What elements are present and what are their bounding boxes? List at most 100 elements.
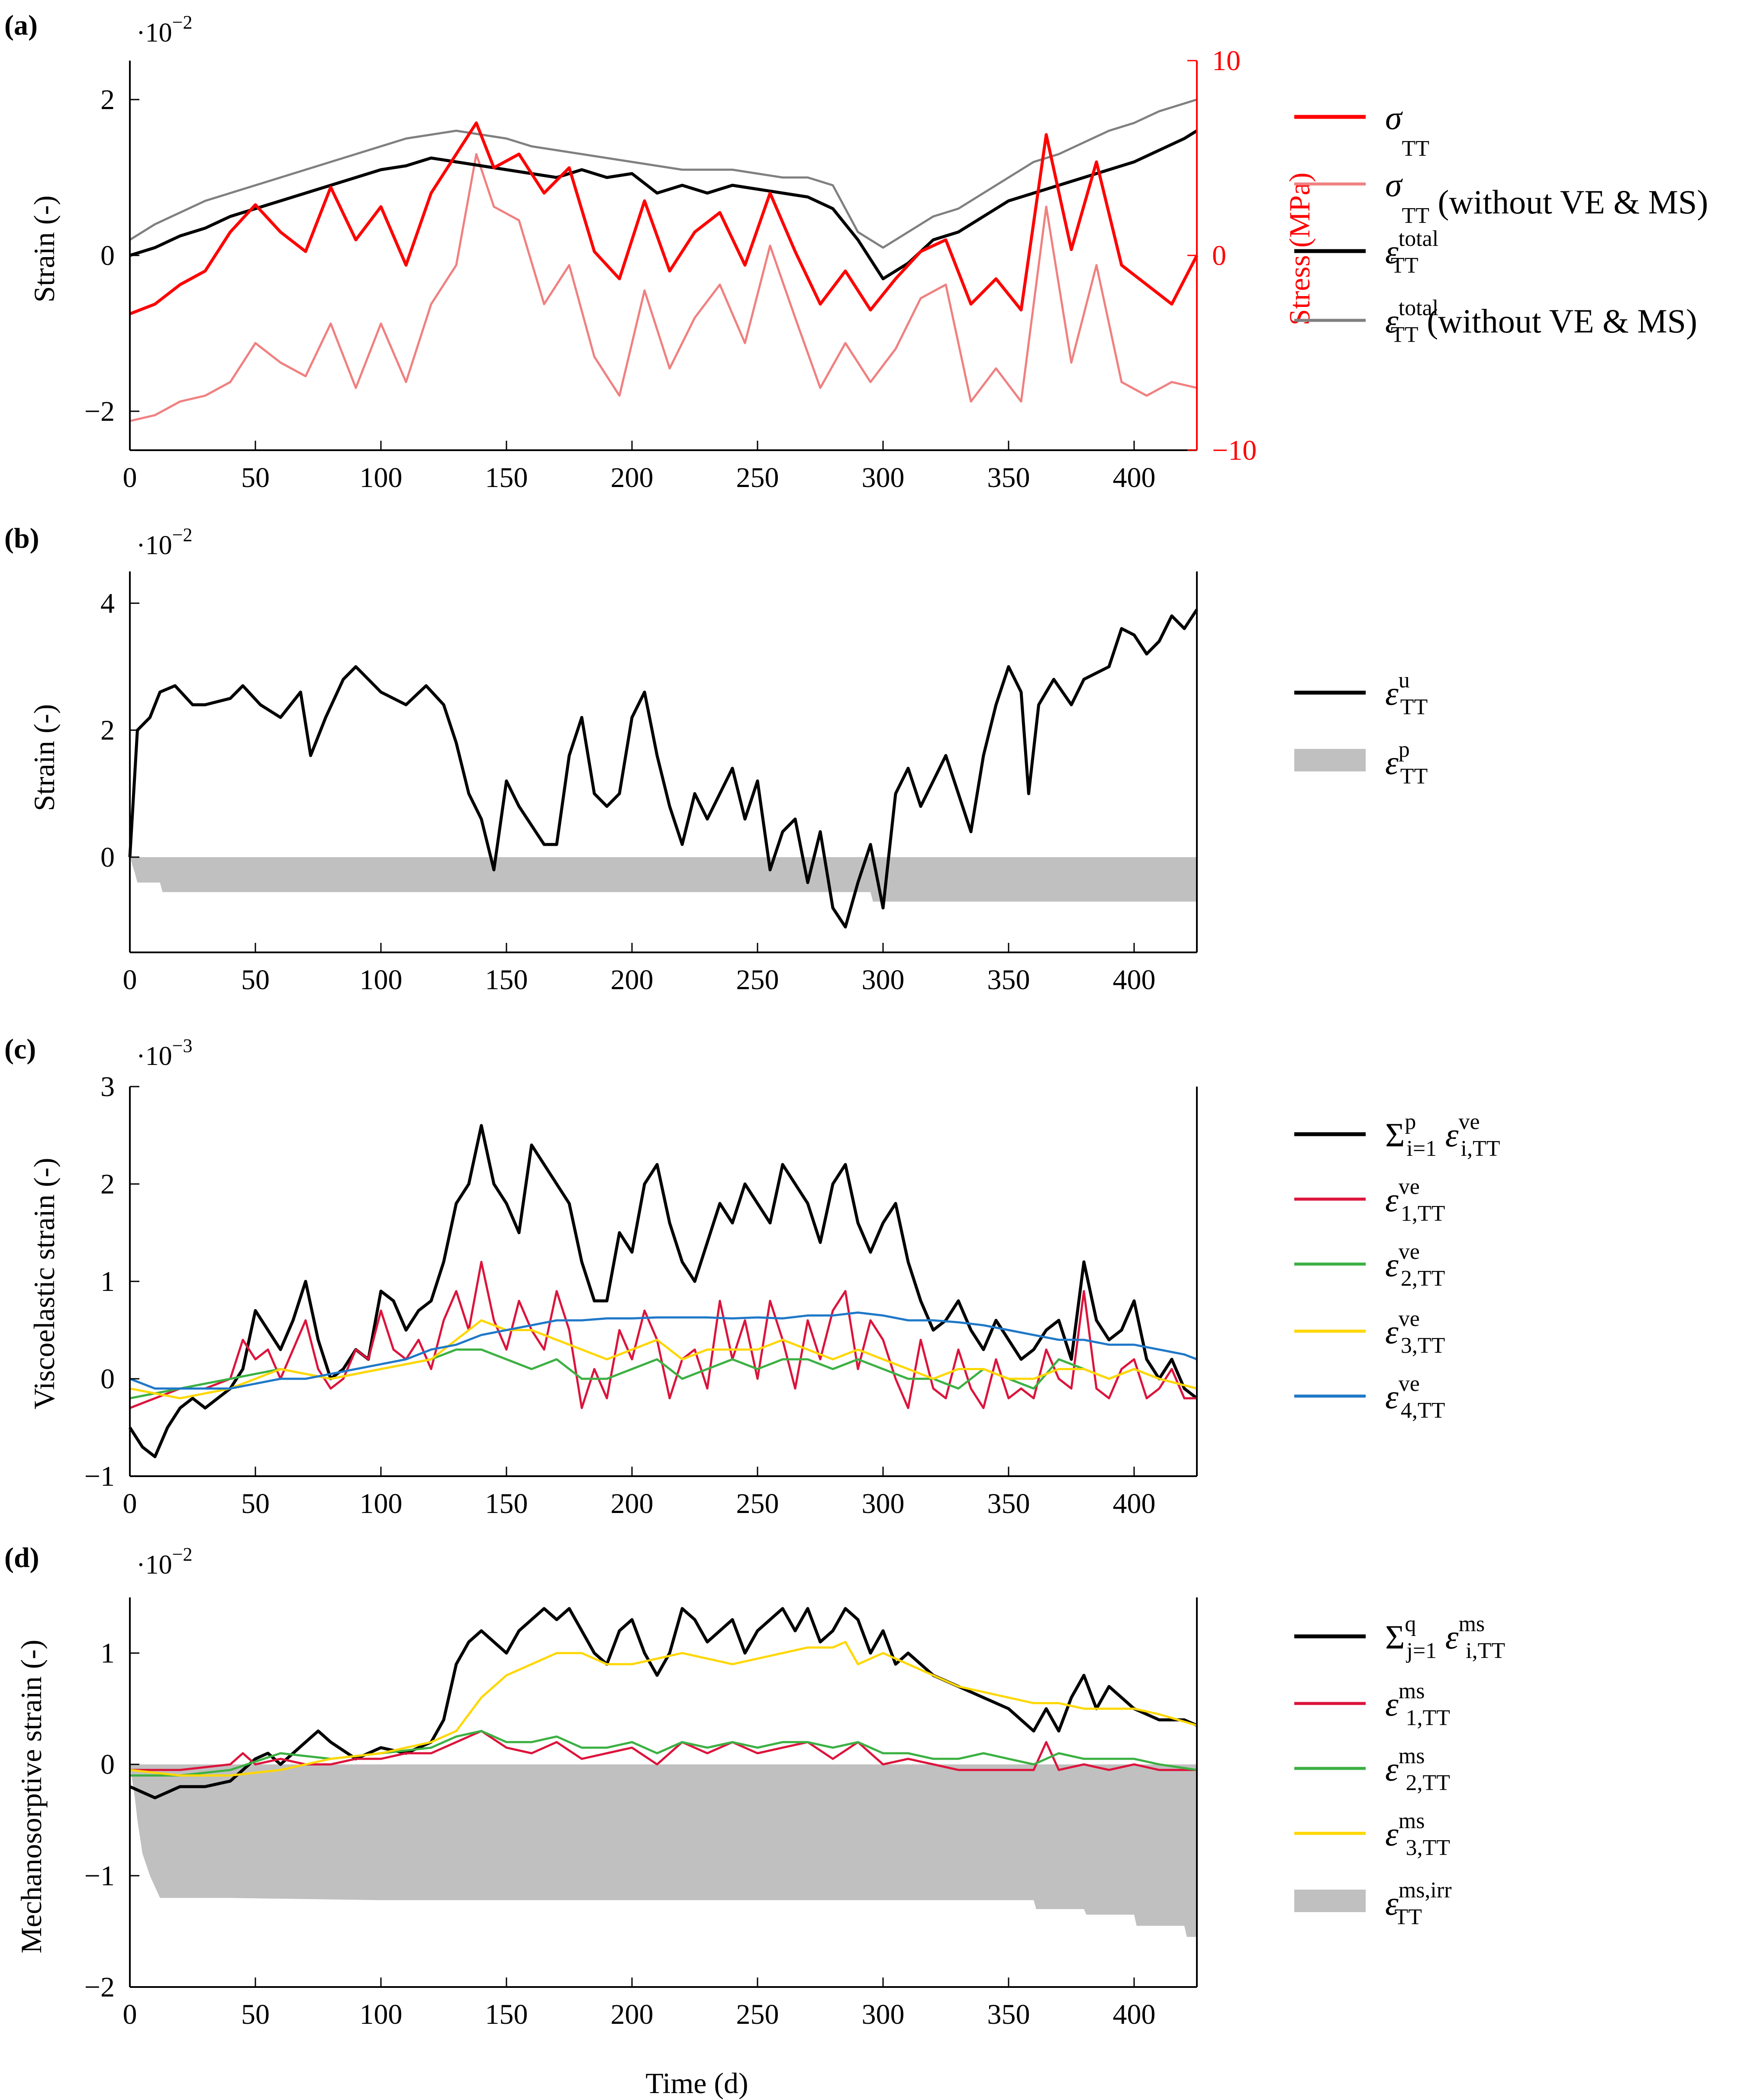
y-tick-label: 2 — [100, 715, 115, 746]
x-tick-label: 100 — [360, 462, 403, 494]
panel-b-ticks: 0 50 100 150 200 250 300 350 400 0 2 4 — [100, 571, 1198, 996]
panel-b-label: (b) — [4, 523, 39, 554]
y-tick-label: 1 — [100, 1638, 115, 1669]
panel-d-plot — [129, 1607, 1198, 1937]
x-tick-label: 150 — [485, 1999, 528, 2030]
legend-label-ve2: εve 2,TT — [1385, 1239, 1445, 1291]
panel-d-ylabel: Mechanosorptive strain (-) — [15, 1639, 48, 1953]
x-tick-label: 300 — [862, 1999, 905, 2030]
panel-a-multiplier: ·10−2 — [136, 12, 192, 48]
series-p-area — [130, 857, 1197, 902]
legend-label-ms2: εms 2,TT — [1385, 1744, 1450, 1795]
y-tick-label: −1 — [84, 1461, 115, 1492]
x-tick-label: 0 — [123, 964, 137, 996]
legend-label-msirr: εms,irr TT — [1385, 1878, 1452, 1929]
legend-label-sig: σTT — [1385, 99, 1429, 161]
series-sigNo-line — [129, 153, 1197, 422]
y-tick-label: 0 — [100, 240, 115, 271]
panel-d-ticks: 0 50 100 150 200 250 300 350 400 −2 −1 0 1 — [84, 1597, 1198, 2030]
legend-label-u: εu TT — [1385, 668, 1428, 719]
x-tick-label: 200 — [611, 462, 654, 494]
legend-label-ve3: εve 3,TT — [1385, 1306, 1445, 1358]
y-tick-label: 3 — [100, 1071, 115, 1103]
x-tick-label: 200 — [611, 1999, 654, 2030]
x-tick-label: 250 — [736, 1999, 779, 2030]
x-tick-label: 150 — [485, 1488, 528, 1519]
x-tick-label: 100 — [360, 964, 403, 996]
panel-b: (b) ·10−2 Strain (-) 0 50 100 150 200 250 300 3… — [4, 523, 1428, 996]
panel-d: (d) ·10−2 Mechanosorptive strain (-) Tim… — [4, 1542, 1505, 2100]
x-tick-label: 150 — [485, 462, 528, 494]
y-tick-label: 1 — [100, 1266, 115, 1297]
series-ve3-line — [129, 1319, 1197, 1400]
legend-label-msum: Σq j=1 εms i,TT — [1385, 1612, 1505, 1663]
series-ms2-line — [130, 1730, 1197, 1777]
legend-label-totNo: εtotal TT (without VE & MS) — [1385, 296, 1697, 347]
y-tick-label: 4 — [100, 587, 115, 619]
x-tick-label: 250 — [736, 964, 779, 996]
panel-d-legend: Σq j=1 εms i,TT εms 1,TT εms 2,TT εms 3,TT εms,ir… — [1294, 1612, 1505, 1929]
y-tick-label: 0 — [100, 842, 115, 873]
x-tick-label: 350 — [987, 964, 1030, 996]
panel-d-multiplier: ·10−2 — [136, 1544, 192, 1580]
panel-c-legend: Σp i=1 εve i,TT εve 1,TT εve 2,TT εve 3,TT εve 4,T… — [1294, 1110, 1500, 1423]
y-right-tick-label: 10 — [1212, 45, 1241, 77]
legend-label-ve1: εve 1,TT — [1385, 1174, 1445, 1226]
panel-a-legend: σTT σTT (without VE & MS)εtotal TT εtotal TT… — [1294, 99, 1708, 347]
panel-a-ylabel-right: Stress (MPa) — [1283, 172, 1316, 325]
legend-label-sum: Σp i=1 εve i,TT — [1385, 1110, 1500, 1161]
panel-a: (a) ·10−2 Strain (-) Stress (MPa) 0 50 100… — [4, 10, 1708, 494]
panel-d-xlabel: Time (d) — [645, 2067, 748, 2100]
panel-a-plot — [129, 98, 1199, 422]
series-ms3-line — [129, 1641, 1197, 1777]
panel-d-label: (d) — [4, 1542, 39, 1574]
y-tick-label: −2 — [84, 396, 115, 427]
x-tick-label: 100 — [360, 1999, 403, 2030]
x-tick-label: 400 — [1113, 964, 1156, 996]
panel-a-label: (a) — [4, 10, 38, 41]
legend-label-ms3: εms 3,TT — [1385, 1809, 1450, 1860]
y-tick-label: 0 — [100, 1749, 115, 1781]
panel-c-label: (c) — [4, 1033, 36, 1065]
panel-c: (c) ·10−3 Viscoelastic strain (-) 0 50 100… — [4, 1033, 1500, 1519]
series-ve4-line — [129, 1311, 1197, 1390]
panel-c-ticks: 0 50 100 150 200 250 300 350 400 −1 0 1 2 3 — [84, 1071, 1198, 1519]
x-tick-label: 300 — [862, 964, 905, 996]
x-tick-label: 0 — [123, 1999, 137, 2030]
legend-label-ve4: εve 4,TT — [1385, 1371, 1445, 1423]
series-tot-line — [129, 129, 1198, 281]
legend-label-ms1: εms 1,TT — [1385, 1679, 1450, 1730]
y-right-tick-label: −10 — [1212, 435, 1257, 466]
x-tick-label: 400 — [1113, 1999, 1156, 2030]
panel-b-multiplier: ·10−2 — [136, 524, 192, 560]
x-tick-label: 250 — [736, 1488, 779, 1519]
series-totNo-line — [129, 98, 1197, 249]
x-tick-label: 50 — [241, 462, 270, 494]
series-msum-line — [129, 1607, 1198, 1800]
x-tick-label: 350 — [987, 462, 1030, 494]
x-tick-label: 50 — [241, 964, 270, 996]
series-sig-line — [129, 121, 1199, 316]
legend-label-tot: εtotal TT — [1385, 226, 1438, 278]
panel-a-ticks: 0 50 100 150 200 250 300 350 400 −2 0 2 −10 0 10 — [84, 45, 1257, 494]
legend-swatch-p — [1294, 749, 1366, 771]
y-right-tick-label: 0 — [1212, 240, 1226, 271]
panel-c-plot — [129, 1124, 1198, 1458]
x-tick-label: 300 — [862, 1488, 905, 1519]
panel-b-plot — [128, 609, 1198, 929]
x-tick-label: 50 — [241, 1999, 270, 2030]
x-tick-label: 50 — [241, 1488, 270, 1519]
legend-label-sigNo: σTT (without VE & MS) — [1385, 166, 1708, 228]
y-tick-label: 2 — [100, 1168, 115, 1200]
x-tick-label: 0 — [123, 1488, 137, 1519]
series-msirr-area — [130, 1764, 1197, 1937]
series-u-line — [128, 609, 1198, 929]
panel-c-multiplier: ·10−3 — [136, 1035, 192, 1071]
panel-a-ylabel: Strain (-) — [28, 195, 61, 302]
legend-swatch-msirr — [1294, 1890, 1366, 1912]
x-tick-label: 200 — [611, 1488, 654, 1519]
series-ve1-line — [129, 1261, 1197, 1409]
y-tick-label: 2 — [100, 84, 115, 116]
x-tick-label: 150 — [485, 964, 528, 996]
